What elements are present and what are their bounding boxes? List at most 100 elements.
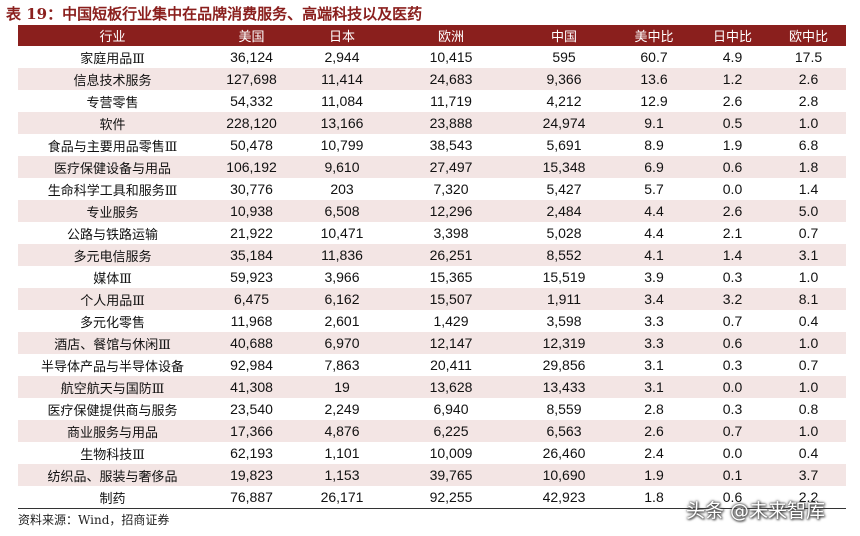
- value-cell: 1,429: [433, 313, 469, 329]
- value-cell: 0.7: [722, 313, 743, 329]
- value-cell: 4.1: [614, 244, 694, 266]
- value-cell: 1.0: [771, 332, 846, 354]
- source-note: 资料来源：Wind，招商证券: [18, 513, 170, 527]
- data-table-container: 行业 美国 日本 欧洲 中国 美中比 日中比 欧中比 家庭用品Ⅲ 36,124 2,944 10,4…: [18, 25, 846, 509]
- value-cell: 7,320: [433, 181, 469, 197]
- value-cell: 0.3: [722, 401, 743, 417]
- value-cell: 13,628: [388, 376, 514, 398]
- value-cell: 3.4: [614, 288, 694, 310]
- value-cell: 127,698: [207, 68, 296, 90]
- value-cell: 0.8: [798, 401, 819, 417]
- value-cell: 0.3: [722, 357, 743, 373]
- industry-cell: 专业服务: [18, 200, 207, 222]
- value-cell: 10,009: [429, 445, 473, 461]
- industry-cell: 生物科技Ⅲ: [80, 447, 145, 463]
- value-cell: 4.4: [614, 200, 694, 222]
- value-cell: 4,212: [546, 93, 582, 109]
- industry-cell: 酒店、餐馆与休闲Ⅲ: [18, 332, 207, 354]
- value-cell: 1.2: [694, 68, 771, 90]
- industry-cell: 半导体产品与半导体设备: [40, 359, 184, 375]
- value-cell: 2.6: [771, 68, 846, 90]
- value-cell: 1,153: [296, 464, 388, 486]
- value-cell: 6,225: [388, 420, 514, 442]
- value-cell: 13,433: [514, 376, 614, 398]
- value-cell: 3.1: [771, 244, 846, 266]
- value-cell: 2,484: [514, 200, 614, 222]
- column-header: 欧洲: [388, 25, 514, 46]
- table-row: 生物科技Ⅲ 62,193 1,101 10,009 26,460 2.4 0.0 0.4: [18, 442, 846, 464]
- value-cell: 10,415: [429, 49, 473, 65]
- industry-cell: 多元电信服务: [18, 244, 207, 266]
- value-cell: 6,970: [296, 332, 388, 354]
- table-row: 公路与铁路运输 21,922 10,471 3,398 5,028 4.4 2.1 0.7: [18, 222, 846, 244]
- value-cell: 2,944: [324, 49, 360, 65]
- value-cell: 59,923: [230, 269, 273, 285]
- value-cell: 15,507: [388, 288, 514, 310]
- value-cell: 8.1: [771, 288, 846, 310]
- value-cell: 0.7: [798, 357, 819, 373]
- industry-cell: 医疗保健设备与用品: [18, 156, 207, 178]
- table-row: 半导体产品与半导体设备 92,984 7,863 20,411 29,856 3.1 0.3…: [18, 354, 846, 376]
- industry-cell: 医疗保健提供商与服务: [47, 403, 178, 419]
- value-cell: 92,255: [388, 486, 514, 509]
- value-cell: 29,856: [542, 357, 586, 373]
- value-cell: 3.7: [771, 464, 846, 486]
- column-header: 行业: [18, 25, 207, 46]
- value-cell: 1.8: [771, 156, 846, 178]
- value-cell: 0.1: [694, 464, 771, 486]
- value-cell: 0.4: [798, 445, 819, 461]
- value-cell: 12,296: [388, 200, 514, 222]
- industry-cell: 信息技术服务: [18, 68, 207, 90]
- value-cell: 6,162: [296, 288, 388, 310]
- value-cell: 3,966: [324, 269, 360, 285]
- value-cell: 3.3: [644, 313, 664, 329]
- value-cell: 17,366: [207, 420, 296, 442]
- table-row: 纺织品、服装与奢侈品 19,823 1,153 39,765 10,690 1.9 0.1 3…: [18, 464, 846, 486]
- value-cell: 39,765: [388, 464, 514, 486]
- value-cell: 0.0: [694, 376, 771, 398]
- table-row: 软件 228,120 13,166 23,888 24,974 9.1 0.5 1.0: [18, 112, 846, 134]
- value-cell: 0.6: [694, 156, 771, 178]
- value-cell: 2.8: [798, 93, 819, 109]
- industry-cell: 航空航天与国防Ⅲ: [18, 376, 207, 398]
- column-header: 欧中比: [771, 25, 846, 46]
- value-cell: 26,171: [296, 486, 388, 509]
- value-cell: 1.0: [798, 269, 819, 285]
- value-cell: 10,690: [514, 464, 614, 486]
- value-cell: 0.3: [722, 269, 743, 285]
- industry-cell: 软件: [18, 112, 207, 134]
- value-cell: 4,876: [296, 420, 388, 442]
- value-cell: 8.9: [644, 137, 664, 153]
- value-cell: 27,497: [388, 156, 514, 178]
- value-cell: 76,887: [207, 486, 296, 509]
- value-cell: 21,922: [230, 225, 273, 241]
- industry-cell: 制药: [18, 486, 207, 509]
- table-row: 食品与主要用品零售Ⅲ 50,478 10,799 38,543 5,691 8.9 1.9 6…: [18, 134, 846, 156]
- value-cell: 6.9: [614, 156, 694, 178]
- value-cell: 2,249: [324, 401, 360, 417]
- value-cell: 2.1: [722, 225, 743, 241]
- table-row: 医疗保健提供商与服务 23,540 2,249 6,940 8,559 2.8 0.3 0.8: [18, 398, 846, 420]
- table-row: 专业服务 10,938 6,508 12,296 2,484 4.4 2.6 5.0: [18, 200, 846, 222]
- value-cell: 5.7: [644, 181, 664, 197]
- industry-cell: 家庭用品Ⅲ: [80, 51, 145, 67]
- table-row: 生命科学工具和服务Ⅲ 30,776 203 7,320 5,427 5.7 0.0 1.4: [18, 178, 846, 200]
- table-row: 航空航天与国防Ⅲ 41,308 19 13,628 13,433 3.1 0.0 1.0: [18, 376, 846, 398]
- value-cell: 26,460: [542, 445, 586, 461]
- value-cell: 11,719: [430, 93, 472, 109]
- table-row: 个人用品Ⅲ 6,475 6,162 15,507 1,911 3.4 3.2 8.1: [18, 288, 846, 310]
- value-cell: 17.5: [794, 49, 823, 65]
- value-cell: 6,940: [433, 401, 469, 417]
- table-body: 家庭用品Ⅲ 36,124 2,944 10,415 595 60.7 4.9 17.5 信息技术…: [18, 46, 846, 509]
- value-cell: 1.0: [771, 376, 846, 398]
- value-cell: 6,475: [207, 288, 296, 310]
- value-cell: 5.0: [771, 200, 846, 222]
- value-cell: 3.1: [644, 357, 664, 373]
- value-cell: 4.9: [722, 49, 743, 65]
- value-cell: 5,691: [546, 137, 582, 153]
- column-header: 日中比: [694, 25, 771, 46]
- industry-cell: 纺织品、服装与奢侈品: [18, 464, 207, 486]
- value-cell: 2.4: [644, 445, 664, 461]
- value-cell: 13.6: [614, 68, 694, 90]
- value-cell: 11,414: [296, 68, 388, 90]
